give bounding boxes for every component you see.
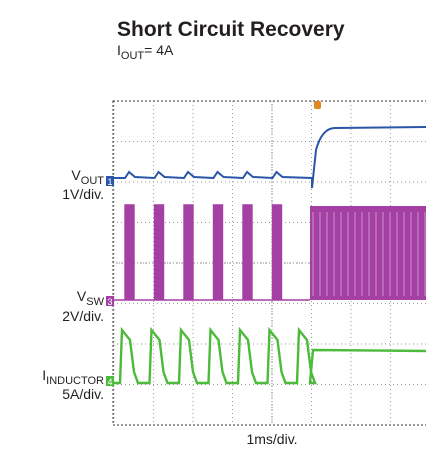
trigger-marker bbox=[314, 101, 321, 109]
channel-label: VSW bbox=[77, 288, 105, 308]
channel-sub: OUT bbox=[81, 175, 105, 187]
channel-marker bbox=[106, 176, 114, 186]
channel-marker bbox=[106, 376, 114, 386]
channel-main: V bbox=[77, 288, 87, 304]
channel-scale: 2V/div. bbox=[62, 308, 104, 324]
channel-scale: 5A/div. bbox=[62, 386, 104, 402]
x-label: 1ms/div. bbox=[246, 431, 297, 447]
subtitle-rest: = 4A bbox=[144, 42, 174, 58]
channel-main: V bbox=[71, 167, 81, 183]
channel-marker-label: 3 bbox=[107, 297, 112, 307]
subtitle: IOUT= 4A bbox=[117, 42, 174, 62]
channel-sub: INDUCTOR bbox=[46, 375, 104, 387]
vsw-trace bbox=[113, 204, 310, 301]
channel-sub: SW bbox=[86, 296, 104, 308]
channel-label: IINDUCTOR bbox=[42, 367, 104, 387]
subtitle-sub: OUT bbox=[121, 50, 145, 62]
channel-marker-label: 1 bbox=[107, 177, 112, 187]
channel-marker-label: 4 bbox=[107, 377, 112, 387]
channel-marker bbox=[106, 296, 114, 306]
scope-screen bbox=[112, 100, 426, 426]
title: Short Circuit Recovery bbox=[117, 18, 345, 41]
channel-main: I bbox=[42, 367, 46, 383]
channel-label: VOUT bbox=[71, 167, 104, 187]
vsw-burst bbox=[310, 206, 426, 300]
subtitle-main: I bbox=[117, 42, 121, 58]
channel-scale: 1V/div. bbox=[62, 186, 104, 202]
frame bbox=[112, 100, 426, 426]
vout-trace bbox=[113, 126, 426, 189]
inductor-trace bbox=[113, 326, 426, 385]
